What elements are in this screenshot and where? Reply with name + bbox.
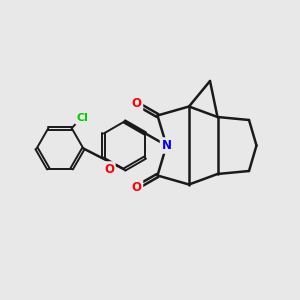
Text: N: N [161,139,172,152]
Text: O: O [131,181,142,194]
Text: O: O [131,97,142,110]
Text: Cl: Cl [76,113,88,123]
Text: O: O [104,163,114,176]
